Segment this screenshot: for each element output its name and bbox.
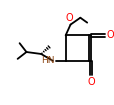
Text: O: O	[87, 77, 94, 87]
Text: O: O	[105, 30, 113, 40]
Text: HN: HN	[41, 56, 54, 65]
Text: O: O	[65, 13, 73, 23]
